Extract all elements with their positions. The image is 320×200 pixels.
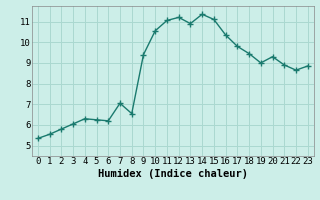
X-axis label: Humidex (Indice chaleur): Humidex (Indice chaleur) [98, 169, 248, 179]
